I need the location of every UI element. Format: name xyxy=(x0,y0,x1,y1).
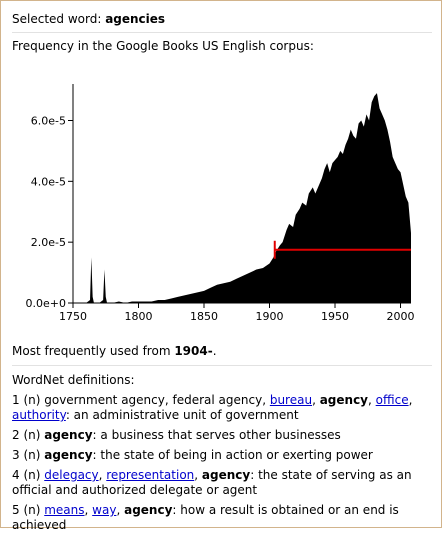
y-tick-label: 0.0e+0 xyxy=(26,297,66,310)
definition-text: 5 (n) xyxy=(12,503,45,517)
definition-text: , xyxy=(84,503,93,517)
definition-link[interactable]: authority xyxy=(12,408,66,422)
y-tick-label: 4.0e-5 xyxy=(31,175,66,188)
definition-headword: agency xyxy=(319,393,369,407)
definition-text: , xyxy=(98,468,107,482)
most-used-value: 1904- xyxy=(174,344,213,358)
most-used-range-marker xyxy=(273,240,411,259)
chart-axes: 0.0e+0 2.0e-5 4.0e-5 6.0e-5 1750 1800 1850 1900… xyxy=(26,84,415,323)
definition-link[interactable]: office xyxy=(375,393,409,407)
definition-1: 1 (n) government agency, federal agency,… xyxy=(12,393,432,423)
definition-text: : the state of serving as an official an… xyxy=(12,468,412,497)
definition-link[interactable]: representation xyxy=(106,468,195,482)
frequency-heading: Frequency in the Google Books US English… xyxy=(12,39,314,53)
definition-text: , xyxy=(312,393,320,407)
definition-link[interactable]: bureau xyxy=(269,393,313,407)
definition-text: , xyxy=(116,503,125,517)
x-tick-label: 1950 xyxy=(321,310,349,323)
definition-text: : the state of being in action or exerti… xyxy=(92,448,373,462)
most-used-line: Most frequently used from 1904-. xyxy=(12,344,217,358)
definition-headword: agency xyxy=(201,468,251,482)
definition-headword: agency xyxy=(44,428,93,442)
frequency-chart: 0.0e+0 2.0e-5 4.0e-5 6.0e-5 1750 1800 1850 1900… xyxy=(26,84,415,323)
definition-text: 1 (n) government agency, federal agency, xyxy=(12,393,270,407)
x-tick-label: 1850 xyxy=(190,310,218,323)
y-tick-label: 2.0e-5 xyxy=(31,236,66,249)
divider xyxy=(12,32,432,33)
selected-word-line: Selected word: agencies xyxy=(12,12,165,26)
y-tick-label: 6.0e-5 xyxy=(31,115,66,128)
divider xyxy=(12,365,432,366)
definition-text: : an administrative unit of government xyxy=(65,408,299,422)
definition-4: 4 (n) delegacy, representation, agency: … xyxy=(12,468,432,498)
definition-link[interactable]: way xyxy=(92,503,117,517)
selected-word: agencies xyxy=(105,12,166,26)
x-tick-label: 1750 xyxy=(59,310,87,323)
definition-text: : a business that serves other businesse… xyxy=(92,428,341,442)
definition-headword: agency xyxy=(124,503,173,517)
frequency-area xyxy=(73,93,411,303)
definition-2: 2 (n) agency: a business that serves oth… xyxy=(12,428,432,443)
definition-link[interactable]: delegacy xyxy=(44,468,99,482)
x-tick-label: 2000 xyxy=(387,310,415,323)
definition-3: 3 (n) agency: the state of being in acti… xyxy=(12,448,432,463)
definition-text: , xyxy=(368,393,376,407)
most-used-label: Most frequently used from xyxy=(12,344,175,358)
x-tick-label: 1800 xyxy=(125,310,153,323)
definition-text: , xyxy=(194,468,202,482)
definition-5: 5 (n) means, way, agency: how a result i… xyxy=(12,503,432,533)
definition-text: 3 (n) xyxy=(12,448,45,462)
definition-link[interactable]: means xyxy=(44,503,85,517)
selected-word-label: Selected word: xyxy=(12,12,106,26)
definition-headword: agency xyxy=(44,448,93,462)
definition-text: , xyxy=(408,393,413,407)
most-used-suffix: . xyxy=(212,344,217,358)
definition-text: 2 (n) xyxy=(12,428,45,442)
definition-text: 4 (n) xyxy=(12,468,45,482)
x-tick-label: 1900 xyxy=(256,310,284,323)
wordnet-heading: WordNet definitions: xyxy=(12,373,135,387)
